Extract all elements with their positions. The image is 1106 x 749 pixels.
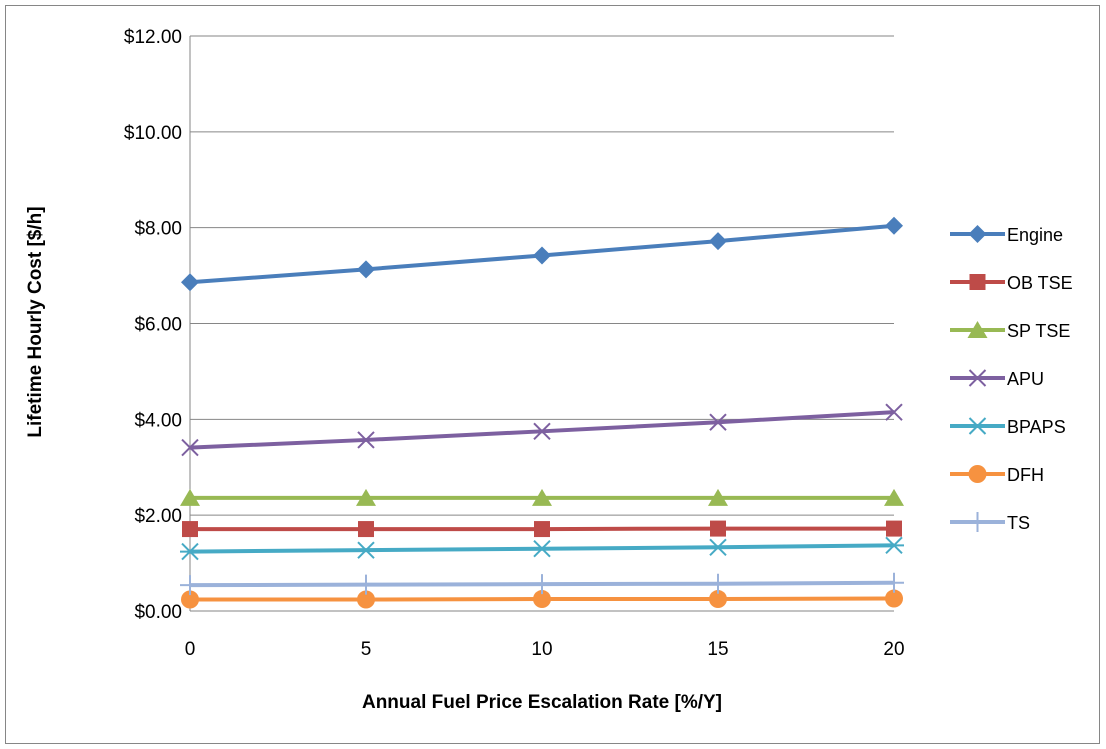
y-tick-label: $4.00 [134, 410, 182, 431]
data-point-ts [532, 574, 552, 595]
data-point-engine [885, 216, 903, 235]
legend-marker-engine [968, 225, 987, 243]
data-point-bpaps [180, 542, 200, 561]
legend-marker-ts [967, 512, 988, 532]
legend-label-engine: Engine [1007, 225, 1063, 245]
chart-frame [5, 5, 1100, 744]
data-point-dfh [885, 589, 903, 608]
data-point-engine [709, 232, 727, 251]
data-point-dfh [709, 590, 727, 609]
data-point-ts [356, 574, 376, 595]
data-point-sp-tse [180, 488, 200, 506]
data-point-sp-tse [884, 488, 904, 506]
data-point-ts [708, 573, 728, 594]
legend-label-apu: APU [1007, 369, 1044, 389]
data-point-ob-tse [886, 520, 902, 537]
legend-label-bpaps: BPAPS [1007, 417, 1066, 437]
y-tick-label: $10.00 [124, 123, 182, 144]
legend-label-dfh: DFH [1007, 465, 1044, 485]
series-layer [180, 216, 904, 609]
data-point-engine [357, 260, 375, 279]
data-point-sp-tse [708, 488, 728, 506]
series-dfh [181, 589, 903, 609]
legend-label-ob-tse: OB TSE [1007, 273, 1073, 293]
y-axis-title: Lifetime Hourly Cost [$/h] [25, 206, 46, 437]
data-point-apu [357, 431, 375, 449]
data-point-bpaps [884, 536, 904, 555]
data-point-ob-tse [358, 521, 374, 538]
data-point-bpaps [708, 538, 728, 556]
legend-item-engine: Engine [950, 225, 1063, 245]
data-point-ts [180, 575, 200, 596]
data-point-sp-tse [532, 488, 552, 506]
y-tick-label: $2.00 [134, 506, 182, 527]
x-tick-label: 0 [185, 639, 196, 660]
gridlines [189, 35, 894, 612]
series-sp-tse [180, 488, 904, 506]
legend-label-sp-tse: SP TSE [1007, 321, 1070, 341]
data-point-bpaps [532, 540, 552, 558]
data-point-apu [709, 413, 727, 431]
data-point-dfh [357, 590, 375, 609]
y-tick-label: $12.00 [124, 27, 182, 48]
legend-item-dfh: DFH [950, 465, 1044, 485]
data-point-ob-tse [182, 521, 198, 538]
y-tick-label: $8.00 [134, 219, 182, 240]
x-tick-label: 5 [361, 639, 372, 660]
legend-marker-bpaps [967, 417, 988, 435]
legend-item-ts: TS [950, 512, 1030, 533]
data-point-apu [885, 403, 903, 421]
legend-item-sp-tse: SP TSE [950, 321, 1070, 341]
data-point-sp-tse [356, 488, 376, 506]
y-tick-label: $6.00 [134, 315, 182, 336]
data-point-apu [181, 438, 199, 457]
legend-item-ob-tse: OB TSE [950, 273, 1073, 293]
y-tick-label: $0.00 [134, 602, 182, 623]
legend-marker-apu [968, 369, 987, 387]
series-apu [181, 403, 903, 457]
y-axis-ticks: $0.00 $2.00 $4.00 $6.00 $8.00 $10.00 $12.00 [124, 27, 182, 623]
legend-item-bpaps: BPAPS [950, 417, 1066, 437]
x-tick-label: 20 [883, 639, 904, 660]
series-line-apu [189, 410, 895, 450]
data-point-apu [533, 422, 551, 441]
data-point-ob-tse [710, 520, 726, 537]
data-point-dfh [533, 590, 551, 609]
legend-label-ts: TS [1007, 513, 1030, 533]
data-point-dfh [181, 590, 199, 609]
legend: Engine OB TSE SP TSE APU BPAPS DFH TS [950, 225, 1073, 533]
x-axis-ticks: 0 5 10 15 20 [185, 639, 905, 660]
legend-marker-sp-tse [967, 321, 988, 338]
series-ts [180, 572, 904, 596]
series-ob-tse [182, 520, 902, 538]
data-point-ob-tse [534, 521, 550, 538]
x-tick-label: 15 [707, 639, 728, 660]
series-bpaps [180, 536, 904, 561]
legend-marker-dfh [968, 465, 987, 483]
x-tick-label: 10 [531, 639, 552, 660]
data-point-engine [533, 246, 551, 265]
data-point-engine [181, 273, 199, 292]
data-point-bpaps [356, 541, 376, 559]
x-axis-title: Annual Fuel Price Escalation Rate [%/Y] [362, 692, 722, 713]
legend-item-apu: APU [950, 369, 1044, 389]
legend-marker-ob-tse [969, 274, 986, 290]
series-engine [181, 216, 903, 292]
data-point-ts [884, 572, 904, 593]
